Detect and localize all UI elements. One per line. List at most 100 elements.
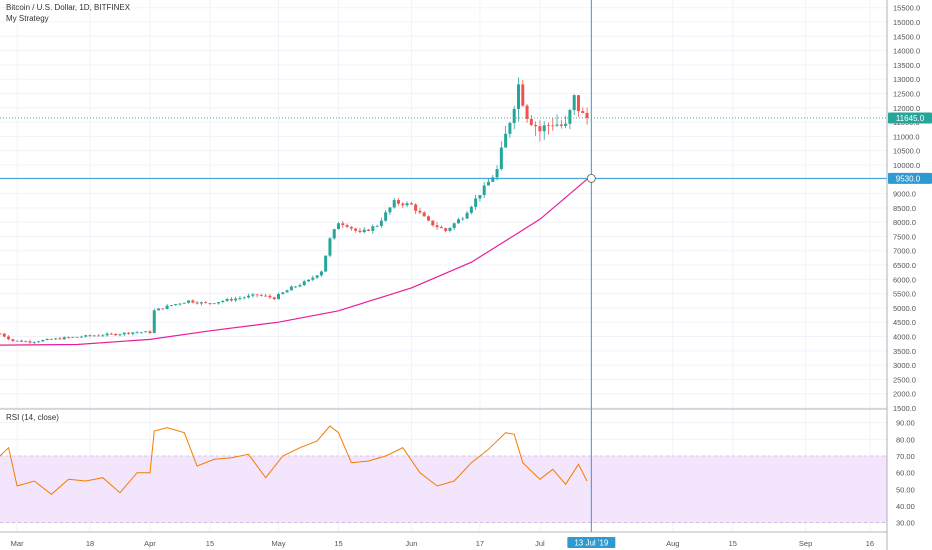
- rsi-line: [0, 425, 588, 495]
- candle-body: [448, 227, 452, 231]
- price-tick-label: 6500.0: [893, 261, 916, 270]
- candle-body: [315, 275, 319, 278]
- candle-body: [375, 225, 379, 227]
- candle-body: [101, 335, 105, 337]
- crosshair-price-label-box: [888, 172, 932, 184]
- candle-body: [92, 335, 96, 337]
- crosshair-date-label: 13 Jul '19: [574, 539, 609, 548]
- price-tick-label: 12000.0: [893, 104, 920, 113]
- candle-body: [564, 123, 568, 126]
- candle-body: [418, 210, 422, 213]
- price-tick-label: 7000.0: [893, 247, 916, 256]
- candle-body: [32, 341, 36, 343]
- candle-body: [298, 285, 302, 287]
- candle-body: [345, 225, 349, 227]
- candle-body: [324, 255, 328, 272]
- candle-body: [572, 95, 576, 111]
- candle-body: [127, 332, 131, 334]
- candle-body: [568, 110, 572, 124]
- candle-body: [2, 333, 6, 337]
- candle-body: [152, 310, 156, 333]
- candle-body: [268, 295, 272, 298]
- candle-body: [199, 302, 203, 304]
- candle-body: [187, 300, 191, 303]
- candle-body: [7, 336, 11, 340]
- candlesticks: [0, 77, 589, 345]
- candle-body: [307, 279, 311, 282]
- last-price-label-box: [888, 112, 932, 124]
- date-tick-label: Sep: [799, 539, 812, 548]
- date-tick-label: 18: [86, 539, 94, 548]
- rsi-tick-label: 70.00: [896, 452, 915, 461]
- candle-body: [105, 333, 109, 336]
- symbol-title[interactable]: Bitcoin / U.S. Dollar, 1D, BITFINEX: [6, 3, 131, 12]
- date-tick-label: 15: [206, 539, 214, 548]
- price-tick-label: 6000.0: [893, 275, 916, 284]
- candle-body: [49, 338, 53, 340]
- candle-body: [58, 338, 62, 340]
- candle-body: [486, 181, 490, 186]
- candle-body: [204, 302, 208, 304]
- candle-body: [491, 177, 495, 182]
- rsi-tick-label: 30.00: [896, 519, 915, 528]
- candle-body: [165, 305, 169, 310]
- rsi-axis[interactable]: 30.00 40.00 50.00 60.00 70.00 80.00 90.00: [896, 419, 915, 528]
- candle-body: [516, 84, 520, 110]
- candle-body: [255, 294, 259, 296]
- candle-body: [84, 335, 88, 337]
- price-tick-label: 4000.0: [893, 333, 916, 342]
- candle-body: [157, 308, 161, 311]
- rsi-title[interactable]: RSI (14, close): [6, 413, 59, 422]
- candle-body: [469, 206, 473, 213]
- price-tick-label: 8500.0: [893, 204, 916, 213]
- candle-body: [482, 185, 486, 196]
- candle-body: [581, 111, 585, 113]
- candle-body: [281, 292, 285, 295]
- candle-body: [538, 126, 542, 132]
- strategy-title[interactable]: My Strategy: [6, 14, 49, 23]
- price-tick-label: 9000.0: [893, 190, 916, 199]
- price-tick-label: 10000.0: [893, 161, 920, 170]
- candle-body: [191, 300, 195, 303]
- date-tick-label: 15: [334, 539, 342, 548]
- candle-body: [341, 223, 345, 226]
- candle-body: [397, 200, 401, 204]
- price-tick-label: 1500.0: [893, 404, 916, 413]
- candle-body: [54, 338, 58, 340]
- time-axis[interactable]: Mar 18 Apr 15 May 15 Jun 17 Jul Aug 15 Sep 16: [11, 539, 874, 548]
- price-axis[interactable]: 1500.0 2000.0 2500.0 3000.0 3500.0 4000.0 4500…: [893, 4, 920, 413]
- candle-body: [264, 295, 268, 297]
- price-tick-label: 3000.0: [893, 361, 916, 370]
- candle-body: [174, 304, 178, 306]
- price-tick-label: 5500.0: [893, 290, 916, 299]
- candle-body: [277, 294, 281, 300]
- rsi-tick-label: 90.00: [896, 419, 915, 428]
- candle-body: [62, 337, 66, 340]
- candle-body: [422, 212, 426, 217]
- candle-body: [15, 340, 19, 342]
- candle-body: [208, 303, 212, 304]
- candle-body: [212, 303, 216, 305]
- price-tick-label: 15000.0: [893, 18, 920, 27]
- date-tick-label: Jun: [405, 539, 417, 548]
- date-tick-label: Aug: [666, 539, 679, 548]
- candle-body: [362, 229, 366, 233]
- candle-body: [71, 336, 75, 338]
- candle-body: [79, 336, 83, 338]
- candle-body: [148, 331, 152, 333]
- candle-body: [221, 300, 225, 303]
- candle-body: [585, 112, 589, 118]
- candle-body: [512, 109, 516, 124]
- candle-body: [465, 212, 469, 219]
- date-tick-label: May: [271, 539, 285, 548]
- date-tick-label: 17: [476, 539, 484, 548]
- crosshair-date-label-box: [567, 537, 616, 548]
- candle-body: [542, 125, 546, 132]
- candle-body: [302, 281, 306, 286]
- candle-body: [405, 203, 409, 206]
- candle-body: [478, 195, 482, 199]
- candle-body: [118, 334, 122, 336]
- price-tick-label: 15500.0: [893, 4, 920, 13]
- crosshair-marker: [586, 174, 596, 183]
